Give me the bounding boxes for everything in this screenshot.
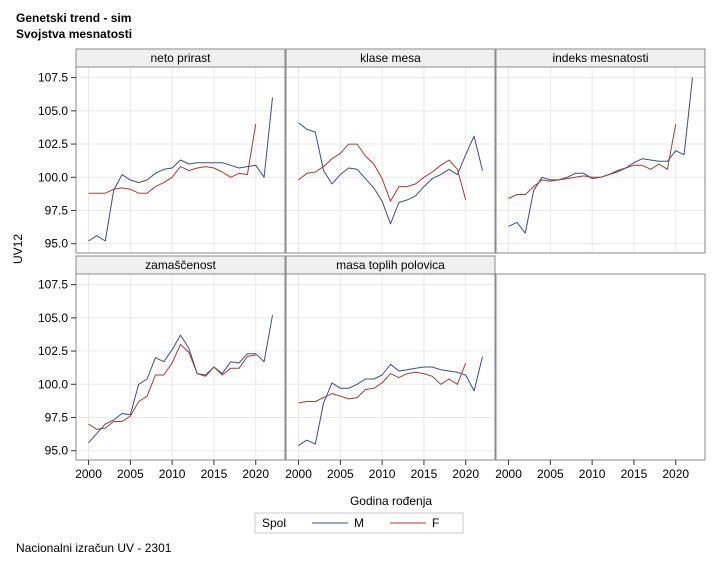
panel-frame [75,66,286,254]
panels-layer: neto prirast klase mesa indeks mesnatosti z… [75,48,706,461]
y-tick-label: 107.5 [38,278,68,292]
legend-title: Spol [262,516,286,530]
series-line-M [298,122,483,225]
legend: Spol M F [254,512,464,534]
panel-klase-mesa: klase mesa [285,48,496,254]
series-line-M [88,97,273,242]
y-tick-label: 100.0 [38,377,68,391]
panel-title: zamaščenost [145,258,216,272]
x-tick-label: 2010 [159,467,186,481]
series-line-M [508,77,693,234]
panel-frame [285,66,496,254]
legend-label-M: M [354,516,364,530]
panel-indeks-mesnatosti: indeks mesnatosti [495,48,706,254]
series-line-F [88,124,257,194]
series-line-M [298,356,483,446]
panel-zamaščenost: zamaščenost [75,255,286,461]
y-tick-label: 95.0 [45,237,69,251]
x-tick-label: 2020 [662,467,689,481]
series-line-M [88,315,273,444]
panel-neto-prirast: neto prirast [75,48,286,254]
panel-title: masa toplih polovica [336,258,445,272]
x-tick-label: 2000 [75,467,102,481]
panel-title: neto prirast [150,51,211,65]
x-tick-label: 2000 [495,467,522,481]
y-tick-label: 100.0 [38,170,68,184]
x-tick-label: 2015 [201,467,228,481]
x-tick-label: 2005 [537,467,564,481]
series-line-F [298,143,467,202]
y-tick-label: 105.0 [38,311,68,325]
footnote: Nacionalni izračun UV - 2301 [16,541,172,555]
panel-title: klase mesa [360,51,421,65]
series-line-F [508,124,677,199]
panel-title: indeks mesnatosti [552,51,648,65]
y-tick-label: 102.5 [38,137,68,151]
legend-label-F: F [432,516,439,530]
y-tick-label: 95.0 [45,444,69,458]
y-axis-label: UV12 [11,234,25,264]
axes-layer: 95.0 97.5 100.0 102.5 105.0 107.5 95.0 97.5 100.… [38,71,689,481]
x-tick-label: 2010 [369,467,396,481]
y-tick-label: 105.0 [38,104,68,118]
panel-masa-toplih-polovica: masa toplih polovica [285,255,496,461]
legend-box [254,512,464,534]
x-tick-label: 2015 [411,467,438,481]
series-line-F [88,343,256,430]
panel-frame [495,273,706,461]
panel-empty [495,273,706,461]
y-tick-label: 107.5 [38,71,68,85]
panel-frame [75,273,286,461]
chart-title-line-2: Svojstva mesnatosti [16,27,133,41]
x-tick-label: 2005 [117,467,144,481]
x-tick-label: 2010 [579,467,606,481]
chart-title-line-1: Genetski trend - sim [16,11,132,25]
y-tick-label: 97.5 [45,410,69,424]
y-tick-label: 97.5 [45,203,69,217]
x-axis-label: Godina rođenja [350,494,432,508]
x-tick-label: 2020 [242,467,269,481]
x-tick-label: 2015 [621,467,648,481]
panel-frame [285,273,496,461]
x-tick-label: 2005 [327,467,354,481]
x-tick-label: 2000 [285,467,312,481]
series-line-F [298,362,467,404]
x-tick-label: 2020 [452,467,479,481]
y-tick-label: 102.5 [38,344,68,358]
panel-frame [495,66,706,254]
